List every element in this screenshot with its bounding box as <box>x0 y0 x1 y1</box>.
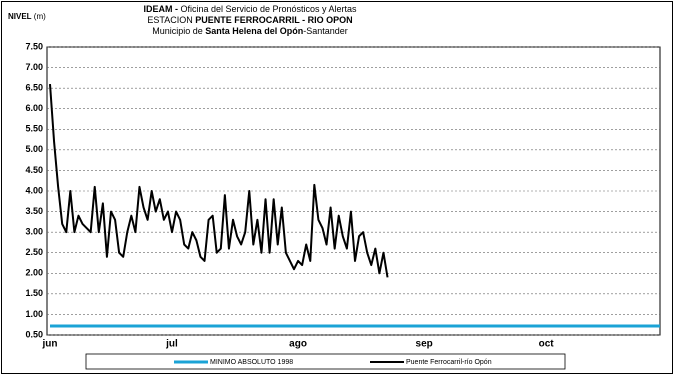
legend-label: MINIMO ABSOLUTO 1998 <box>210 359 293 366</box>
x-tick-label: sep <box>416 339 433 350</box>
y-tick-label: 5.00 <box>25 144 43 154</box>
legend-box <box>85 353 566 370</box>
title-line: IDEAM - Oficina del Servicio de Pronósti… <box>143 4 357 14</box>
title-part: Municipio de <box>152 26 205 36</box>
title-line: Municipio de Santa Helena del Opón-Santa… <box>152 26 348 36</box>
y-label-part: (m) <box>32 12 47 21</box>
title-part: Santa Helena del Opón <box>205 26 303 36</box>
legend: MINIMO ABSOLUTO 1998 Puente Ferrocarril-r… <box>174 359 492 366</box>
title-part: ESTACION <box>147 15 195 25</box>
y-tick-label: 1.50 <box>25 288 43 298</box>
y-tick-label: 6.00 <box>25 103 43 113</box>
y-tick-label: 7.00 <box>25 62 43 72</box>
x-tick-label: ago <box>289 339 307 350</box>
x-tick-label: jul <box>165 339 178 350</box>
y-tick-label: 3.50 <box>25 206 43 216</box>
title-part: IDEAM - <box>143 4 180 14</box>
title-part: Oficina del Servicio de Pronósticos y Al… <box>180 4 357 14</box>
x-tick-label: oct <box>539 339 555 350</box>
title-part: PUENTE FERROCARRIL - RIO OPON <box>195 15 352 25</box>
series-line <box>49 83 389 278</box>
legend-label: Puente Ferrocarril-río Opón <box>406 359 492 366</box>
y-tick-label: 6.50 <box>25 83 43 93</box>
y-tick-label: 2.50 <box>25 247 43 257</box>
y-tick-label: 7.50 <box>25 41 43 51</box>
y-tick-label: 0.50 <box>25 329 43 339</box>
title-part: -Santander <box>303 26 348 36</box>
x-tick-label: jun <box>42 339 58 350</box>
y-tick-label: 4.00 <box>25 185 43 195</box>
title-line: ESTACION PUENTE FERROCARRIL - RIO OPON <box>147 15 352 25</box>
y-axis-label: NIVEL (m) <box>8 12 46 21</box>
y-tick-label: 1.00 <box>25 309 43 319</box>
y-tick-label: 4.50 <box>25 165 43 175</box>
y-tick-label: 3.00 <box>25 227 43 237</box>
y-tick-label: 2.00 <box>25 268 43 278</box>
y-tick-label: 5.50 <box>25 124 43 134</box>
y-label-part: NIVEL <box>8 12 32 21</box>
